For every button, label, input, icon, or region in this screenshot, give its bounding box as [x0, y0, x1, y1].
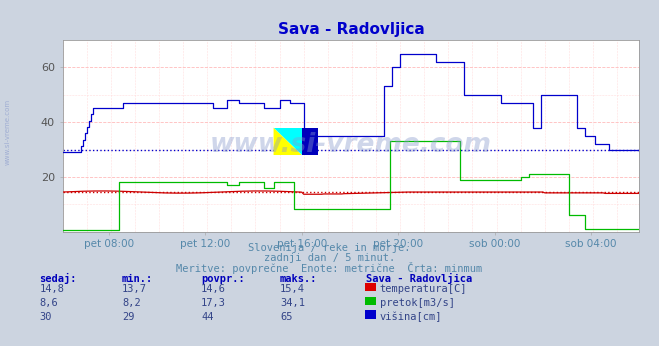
Text: 44: 44 — [201, 312, 214, 322]
Text: min.:: min.: — [122, 274, 153, 284]
Bar — [302, 128, 318, 155]
Text: Sava - Radovljica: Sava - Radovljica — [366, 273, 472, 284]
Text: Meritve: povprečne  Enote: metrične  Črta: minmum: Meritve: povprečne Enote: metrične Črta:… — [177, 262, 482, 274]
Polygon shape — [273, 128, 302, 155]
Text: www.si-vreme.com: www.si-vreme.com — [5, 98, 11, 165]
Text: višina[cm]: višina[cm] — [380, 312, 442, 322]
Polygon shape — [273, 128, 302, 155]
Text: 34,1: 34,1 — [280, 298, 305, 308]
Title: Sava - Radovljica: Sava - Radovljica — [277, 22, 424, 37]
Text: zadnji dan / 5 minut.: zadnji dan / 5 minut. — [264, 253, 395, 263]
Text: 17,3: 17,3 — [201, 298, 226, 308]
Text: 14,8: 14,8 — [40, 284, 65, 294]
Text: maks.:: maks.: — [280, 274, 318, 284]
Text: www.si-vreme.com: www.si-vreme.com — [210, 133, 492, 158]
Text: 8,2: 8,2 — [122, 298, 140, 308]
Text: 29: 29 — [122, 312, 134, 322]
Text: 30: 30 — [40, 312, 52, 322]
Text: temperatura[C]: temperatura[C] — [380, 284, 467, 294]
Text: 65: 65 — [280, 312, 293, 322]
Text: sedaj:: sedaj: — [40, 273, 77, 284]
Text: 14,6: 14,6 — [201, 284, 226, 294]
Text: 13,7: 13,7 — [122, 284, 147, 294]
Text: 15,4: 15,4 — [280, 284, 305, 294]
Text: Slovenija / reke in morje.: Slovenija / reke in morje. — [248, 243, 411, 253]
Text: 8,6: 8,6 — [40, 298, 58, 308]
Text: pretok[m3/s]: pretok[m3/s] — [380, 298, 455, 308]
Text: povpr.:: povpr.: — [201, 274, 244, 284]
